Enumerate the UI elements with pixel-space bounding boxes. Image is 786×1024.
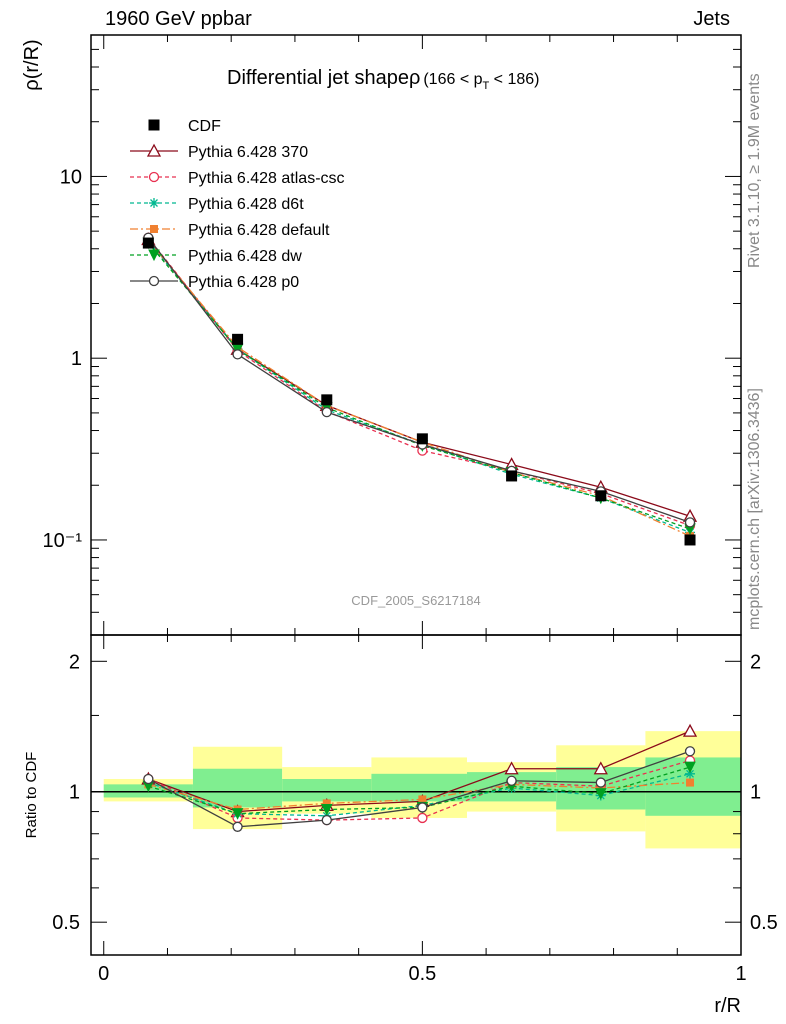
marker-circle (232, 349, 243, 360)
ratio-axis-label: Ratio to CDF (23, 752, 40, 839)
ratio-y-tick-label-left: 0.5 (52, 912, 80, 934)
legend-label: Pythia 6.428 atlas-csc (188, 170, 345, 187)
marker-circle (684, 746, 696, 757)
legend-label: Pythia 6.428 d6t (188, 196, 304, 213)
marker-circle (506, 775, 517, 786)
collision-label: 1960 GeV ppbar (105, 8, 252, 30)
ratio-y-tick-label-left: 1 (69, 782, 80, 804)
plot-title-main: Differential jet shapeρ (227, 67, 420, 89)
data-point (595, 490, 607, 502)
marker-circle (143, 773, 154, 785)
marker-triangle (593, 761, 608, 775)
legend-label: Pythia 6.428 dw (188, 248, 302, 265)
marker-square (418, 795, 427, 804)
ratio-y-tick-label-right: 0.5 (750, 912, 778, 934)
marker-square (150, 225, 158, 233)
y-tick-label: 10 (60, 166, 82, 188)
plot-title-end: < 186) (489, 71, 539, 88)
marker-square (322, 799, 331, 808)
marker-square (686, 778, 695, 787)
ratio-band-green (192, 768, 283, 808)
marker-circle (417, 802, 428, 813)
legend-label: CDF (188, 118, 221, 135)
legend-label: Pythia 6.428 370 (188, 144, 308, 161)
marker-triangle (682, 723, 698, 737)
data-point (506, 470, 518, 482)
legend-label: Pythia 6.428 default (188, 222, 330, 239)
series-2 (143, 236, 696, 821)
x-tick-label: 0.5 (408, 963, 436, 985)
data-point (142, 237, 154, 249)
marker-triangle (146, 143, 162, 157)
ratio-y-tick-label-right: 1 (750, 782, 761, 804)
ratio-band-green (282, 779, 372, 802)
ratio-plot-frame (90, 634, 742, 956)
ratio-y-tick-label-right: 2 (750, 651, 761, 673)
plot-title: Differential jet shapeρ (166 < pT < 186) (227, 67, 540, 92)
plot-title-sub: T (483, 80, 490, 92)
marker-star (685, 768, 696, 779)
y-tick-label: 1 (71, 348, 82, 370)
x-tick-label: 1 (735, 963, 746, 985)
series-3 (144, 236, 695, 814)
legend-marker (148, 119, 160, 131)
x-tick-label: 0 (98, 963, 109, 985)
plot-title-range: (166 < p (423, 71, 482, 88)
y-tick-label: 10⁻¹ (43, 530, 83, 552)
ratio-band-green (645, 757, 741, 816)
legend-label: Pythia 6.428 p0 (188, 274, 299, 291)
marker-triangle (504, 761, 519, 775)
marker-circle (321, 406, 332, 418)
marker-circle (148, 275, 160, 287)
reference-data (142, 237, 696, 546)
series-1 (143, 232, 696, 826)
legend: CDF Pythia 6.428 370 Pythia 6.428 atlas-cs… (130, 118, 345, 291)
marker-down-triangle (684, 761, 696, 774)
marker-circle (232, 821, 243, 832)
x-axis-label: r/R (714, 995, 741, 1017)
analysis-watermark: CDF_2005_S6217184 (351, 593, 480, 608)
ratio-y-tick-label-left: 2 (69, 651, 80, 673)
marker-down-triangle (231, 808, 244, 820)
marker-circle (417, 812, 428, 824)
marker-down-triangle (320, 803, 333, 816)
marker-circle (684, 517, 696, 528)
data-point (684, 534, 696, 546)
marker-down-triangle (594, 788, 607, 800)
marker-square (596, 784, 605, 793)
series-5 (143, 232, 696, 832)
y-axis-label: ρ(r/R) (21, 39, 43, 90)
data-point (232, 333, 244, 345)
marker-circle (321, 814, 332, 826)
marker-down-triangle (148, 249, 160, 262)
analysis-category-label: Jets (693, 8, 730, 30)
series-0 (141, 232, 698, 818)
data-point (321, 394, 333, 406)
marker-circle (595, 777, 606, 788)
marker-circle (148, 171, 160, 183)
series-4 (142, 237, 696, 820)
marker-star (149, 198, 159, 208)
data-point (416, 433, 428, 445)
